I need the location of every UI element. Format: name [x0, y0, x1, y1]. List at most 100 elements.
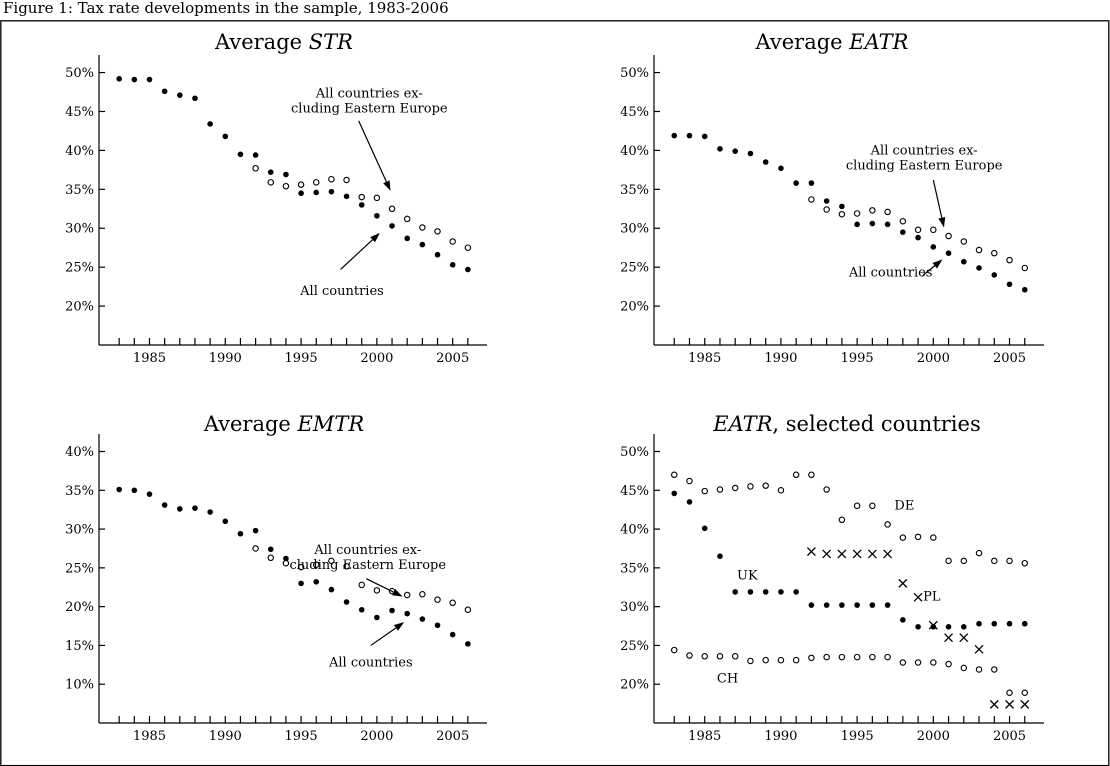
data-point-filled: [686, 132, 693, 139]
data-point-open: [701, 653, 708, 660]
data-point-filled: [192, 505, 198, 511]
annotation-arrowhead: [393, 622, 405, 631]
chart-eatr-selected-countries: EATR, selected countries 20% 25% 30% 35% 40% 4…: [620, 412, 1044, 744]
data-point-cross: [913, 592, 923, 602]
data-point-open: [853, 210, 861, 217]
data-point-open: [1021, 559, 1029, 567]
data-point-open: [701, 487, 708, 495]
data-point-open: [388, 205, 396, 213]
data-point-filled: [298, 190, 304, 197]
annotation-text: cluding Eastern Europe: [291, 101, 448, 116]
data-point-filled: [747, 150, 754, 157]
data-point-filled: [131, 487, 138, 494]
data-point-open: [991, 557, 998, 565]
data-point-filled: [747, 589, 754, 595]
data-point-filled: [823, 602, 830, 608]
data-point-filled: [298, 580, 304, 587]
data-point-open: [252, 545, 259, 552]
data-point-open: [808, 471, 815, 479]
x-tick-label: 2000: [917, 729, 950, 744]
x-tick-label: 1990: [209, 351, 242, 366]
annotation-arrow: [932, 179, 943, 218]
annotation-text: All countries ex-: [870, 143, 978, 158]
data-point-filled: [465, 266, 471, 273]
data-point-filled: [237, 151, 244, 158]
x-tick-label: 1995: [285, 729, 318, 744]
x-tick-label: 2005: [436, 729, 469, 744]
data-point-filled: [854, 602, 860, 608]
y-tick-label: 20%: [620, 300, 649, 315]
data-point-open: [252, 165, 259, 172]
data-point-filled: [389, 223, 395, 229]
y-tick-label: 50%: [620, 66, 649, 81]
annotation-arrow: [370, 627, 397, 646]
data-point-filled: [374, 212, 380, 219]
data-point-filled: [192, 95, 198, 102]
data-point-open: [358, 581, 365, 589]
data-point-filled: [778, 589, 784, 595]
data-point-filled: [808, 180, 815, 186]
data-point-filled: [945, 624, 952, 630]
y-tick-label: 35%: [65, 484, 94, 499]
data-point-open: [930, 534, 937, 541]
data-point-filled: [778, 165, 784, 172]
data-point-filled: [177, 506, 183, 512]
data-point-filled: [328, 188, 335, 195]
y-tick-label: 20%: [65, 300, 94, 315]
x-tick-label: 2005: [993, 351, 1026, 366]
y-tick-label: 45%: [620, 105, 649, 120]
country-label: CH: [717, 672, 738, 687]
annotation-arrow: [366, 578, 394, 593]
data-point-open: [838, 653, 846, 661]
data-point-open: [449, 238, 456, 245]
data-point-open: [716, 653, 724, 660]
x-tick-label: 1985: [688, 351, 721, 366]
data-point-filled: [793, 589, 799, 595]
x-tick-label: 2005: [436, 351, 469, 366]
data-point-cross: [974, 644, 984, 654]
data-point-cross: [928, 620, 938, 630]
data-point-filled: [389, 607, 395, 614]
data-point-open: [991, 666, 998, 673]
data-point-open: [1006, 256, 1013, 264]
x-tick-label: 2005: [993, 729, 1026, 744]
y-tick-label: 20%: [65, 600, 94, 615]
data-point-cross: [852, 549, 862, 559]
country-label: UK: [737, 569, 758, 584]
data-point-open: [403, 215, 411, 223]
data-point-filled: [374, 614, 380, 621]
data-point-open: [464, 244, 472, 251]
data-point-filled: [328, 586, 335, 593]
data-point-open: [808, 654, 815, 662]
data-point-open: [1021, 689, 1029, 696]
data-point-filled: [404, 235, 411, 242]
data-point-open: [884, 521, 891, 528]
data-point-filled: [1021, 286, 1028, 293]
data-point-filled: [869, 220, 876, 227]
data-point-open: [899, 534, 907, 541]
data-point-open: [823, 653, 830, 661]
data-point-filled: [915, 234, 921, 241]
chart-average-str: Average STR 20% 25% 30% 35% 40% 45% 50% 1985 1990…: [65, 30, 487, 366]
data-point-open: [960, 557, 968, 565]
data-point-filled: [283, 555, 289, 562]
data-point-filled: [267, 169, 274, 175]
data-point-filled: [793, 180, 799, 186]
data-point-cross: [989, 699, 999, 709]
data-point-filled: [884, 602, 891, 608]
data-point-filled: [222, 133, 229, 140]
data-point-filled: [449, 262, 456, 268]
data-point-open: [731, 484, 739, 492]
data-point-cross: [822, 549, 832, 559]
data-point-open: [686, 477, 693, 485]
annotation-arrow: [358, 120, 387, 183]
annotation-text: cluding Eastern Europe: [846, 158, 1003, 173]
data-point-filled: [465, 641, 471, 647]
y-tick-label: 30%: [620, 222, 649, 237]
data-point-filled: [961, 258, 967, 265]
data-point-open: [434, 228, 441, 235]
data-point-open: [686, 652, 693, 659]
y-tick-label: 40%: [620, 144, 649, 159]
data-point-filled: [449, 631, 456, 638]
data-point-open: [267, 179, 275, 186]
